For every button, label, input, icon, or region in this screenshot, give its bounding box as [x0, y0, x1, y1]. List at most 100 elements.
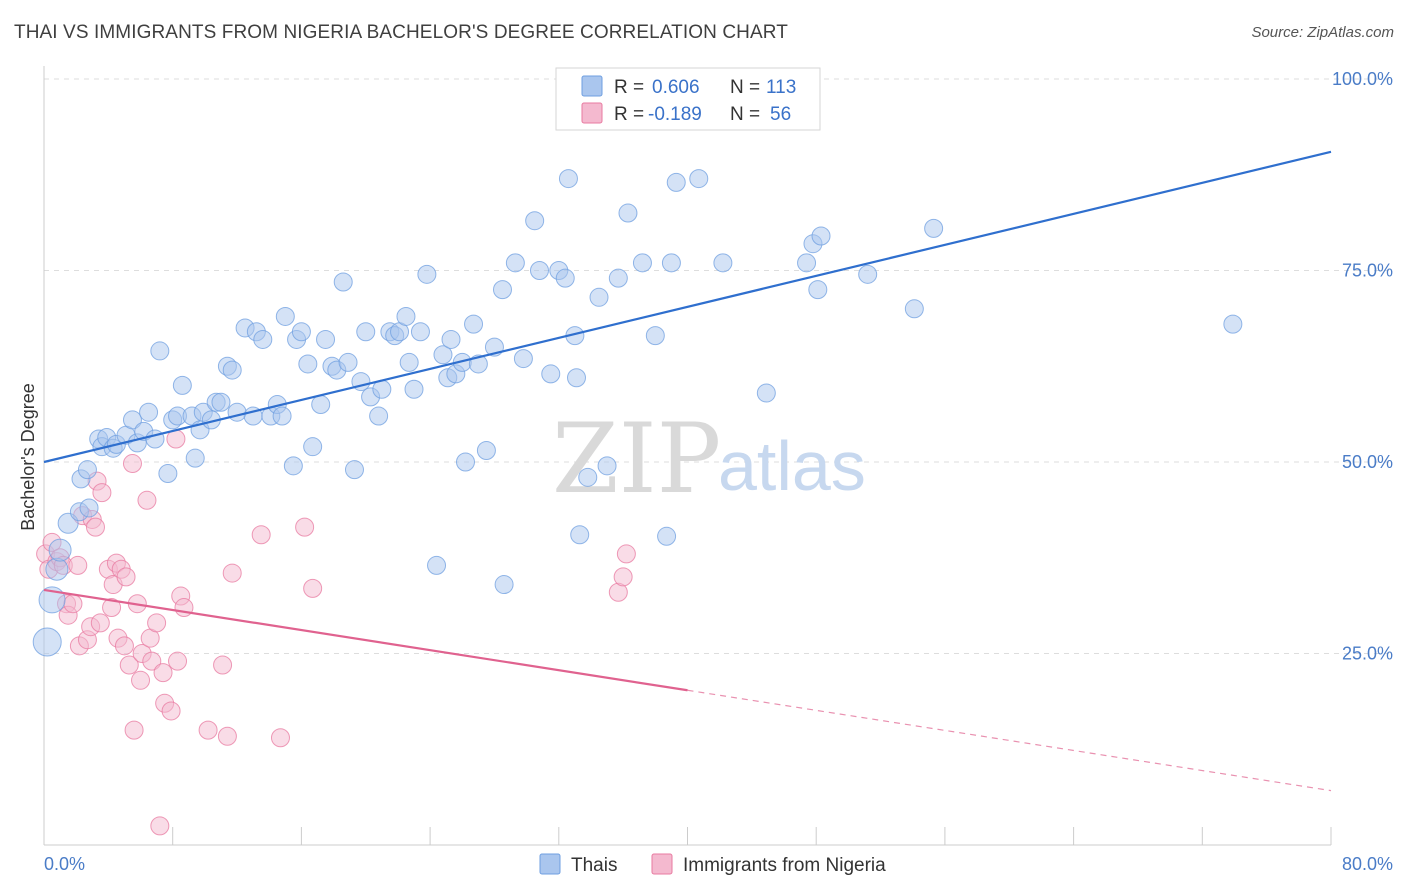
point-thai-88: [558, 169, 578, 189]
watermark-zip: ZIP: [552, 403, 721, 515]
axis-layer: [43, 66, 1332, 846]
point-thai-21: [158, 463, 178, 483]
point-nigeria-47: [217, 726, 237, 746]
point-nigeria-37: [150, 816, 170, 836]
point-thai-109: [858, 264, 878, 284]
point-thai-95: [608, 268, 628, 288]
point-thai-87: [555, 268, 575, 288]
point-nigeria-36: [147, 613, 167, 633]
point-thai-110: [904, 299, 924, 319]
point-thai-92: [578, 467, 598, 487]
point-thai-108: [811, 226, 831, 246]
point-thai-42: [275, 306, 295, 326]
y-axis-title: Bachelor's Degree: [18, 383, 38, 531]
point-thai-49: [316, 329, 336, 349]
point-thai-67: [417, 264, 437, 284]
point-thai-96: [618, 203, 638, 223]
point-nigeria-8: [63, 594, 83, 614]
x-tick-label-1: 80.0%: [1342, 854, 1393, 874]
point-thai-20: [150, 341, 170, 361]
x-tick-label-0: 0.0%: [44, 854, 85, 874]
legend-label-nigeria: Immigrants from Nigeria: [683, 855, 886, 876]
point-thai-98: [645, 326, 665, 346]
point-thai-99: [657, 526, 677, 546]
trend-line-nigeria-extrapolated: [687, 689, 1332, 792]
stat-n-label-nigeria: N =: [730, 104, 760, 125]
point-nigeria-18: [92, 483, 112, 503]
point-thai-48: [311, 395, 331, 415]
bottom-legend: Thais Immigrants from Nigeria: [539, 853, 886, 876]
point-thai-111: [924, 218, 944, 238]
point-nigeria-20: [102, 598, 122, 618]
point-thai-8: [77, 460, 97, 480]
trend-line-nigeria: [43, 588, 688, 692]
stat-swatch-nigeria: [581, 102, 603, 124]
point-thai-79: [492, 280, 512, 300]
y-tick-label-1: 50.0%: [1342, 452, 1393, 472]
point-thai-38: [253, 329, 273, 349]
point-thai-54: [344, 460, 364, 480]
stat-r-value-thai: 0.606: [652, 77, 700, 98]
point-thai-26: [185, 448, 205, 468]
point-thai-77: [476, 441, 496, 461]
point-nigeria-33: [137, 490, 157, 510]
point-thai-105: [797, 253, 817, 273]
point-nigeria-49: [251, 525, 271, 545]
grid-layer: [44, 78, 1393, 654]
point-nigeria-40: [161, 701, 181, 721]
point-nigeria-51: [295, 517, 315, 537]
point-thai-100: [661, 253, 681, 273]
point-thai-82: [513, 349, 533, 369]
series-nigeria-points: [36, 429, 636, 836]
point-thai-31: [211, 392, 231, 412]
legend-label-thai: Thais: [571, 855, 617, 876]
point-thai-33: [222, 360, 242, 380]
point-thai-56: [356, 322, 376, 342]
point-nigeria-9: [68, 555, 88, 575]
point-nigeria-29: [124, 720, 144, 740]
point-nigeria-45: [198, 720, 218, 740]
point-thai-68: [427, 555, 447, 575]
stat-n-label-thai: N =: [730, 77, 760, 98]
point-thai-47: [303, 437, 323, 457]
point-nigeria-15: [85, 517, 105, 537]
point-nigeria-42: [168, 651, 188, 671]
point-thai-80: [494, 575, 514, 595]
point-thai-93: [589, 287, 609, 307]
point-thai-18: [139, 402, 159, 422]
point-thai-58: [369, 406, 389, 426]
point-nigeria-27: [119, 655, 139, 675]
point-thai-1: [38, 586, 66, 614]
watermark-atlas: atlas: [718, 427, 866, 505]
point-thai-41: [272, 406, 292, 426]
watermark: ZIP atlas: [552, 403, 866, 515]
point-thai-24: [172, 375, 192, 395]
trend-lines: [43, 150, 1332, 792]
point-thai-3: [48, 538, 72, 562]
point-thai-65: [404, 379, 424, 399]
point-thai-104: [756, 383, 776, 403]
source-credit: Source: ZipAtlas.com: [1251, 24, 1394, 41]
point-thai-91: [570, 525, 590, 545]
stat-swatch-thai: [581, 75, 603, 97]
point-thai-52: [333, 272, 353, 292]
point-nigeria-26: [116, 567, 136, 587]
point-thai-0: [32, 627, 62, 657]
point-thai-102: [689, 169, 709, 189]
series-thai-points: [32, 169, 1243, 657]
point-thai-2: [45, 557, 69, 581]
point-thai-7: [79, 498, 99, 518]
y-tick-label-2: 75.0%: [1342, 261, 1393, 281]
stat-n-value-thai: 113: [766, 77, 796, 98]
point-nigeria-35: [142, 651, 162, 671]
y-tick-label-3: 100.0%: [1332, 69, 1393, 89]
point-nigeria-31: [131, 670, 151, 690]
point-thai-53: [338, 352, 358, 372]
point-thai-63: [396, 306, 416, 326]
point-nigeria-54: [613, 567, 633, 587]
stat-n-value-nigeria: 56: [770, 104, 791, 125]
point-nigeria-48: [222, 563, 242, 583]
point-thai-43: [283, 456, 303, 476]
point-nigeria-28: [122, 454, 142, 474]
